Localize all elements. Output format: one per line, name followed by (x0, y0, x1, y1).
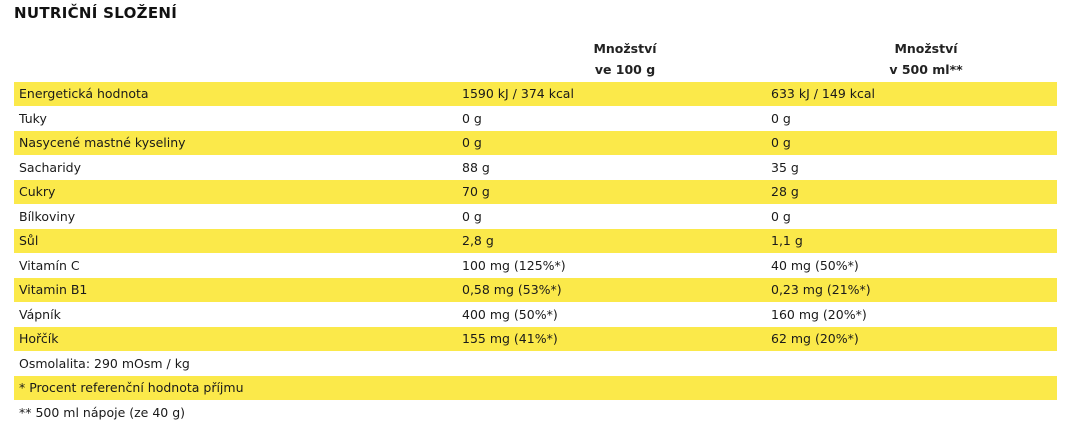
footnote-text: ** 500 ml nápoje (ze 40 g) (19, 404, 186, 420)
nutrient-name: Vápník (19, 306, 61, 322)
value-per-100g: 0 g (462, 135, 482, 150)
footnote-osmolality: Osmolalita: 290 mOsm / kg (14, 352, 1057, 376)
page-title: NUTRIČNÍ SLOŽENÍ (14, 4, 178, 22)
value-per-500ml: 35 g (771, 159, 799, 175)
table-row: Sacharidy 88 g 35 g (14, 156, 1057, 180)
value-per-100g: 2,8 g (462, 233, 494, 248)
value-per-100g: 1590 kJ / 374 kcal (462, 86, 574, 101)
table-row: Hořčík 155 mg (41%*) 62 mg (20%*) (14, 327, 1057, 351)
value-per-100g: 70 g (462, 184, 490, 199)
nutrient-name: Vitamín C (19, 257, 80, 273)
nutrient-name: Sacharidy (19, 159, 81, 175)
column-header-500ml-line1: Množství (894, 41, 958, 56)
nutrient-name: Sůl (19, 233, 39, 248)
nutrition-table: Množství ve 100 g Množství v 500 ml** En… (14, 38, 1057, 425)
table-row: Energetická hodnota 1590 kJ / 374 kcal 6… (14, 82, 1057, 106)
nutrient-name: Vitamin B1 (19, 282, 88, 297)
value-per-500ml: 0,23 mg (21%*) (771, 282, 871, 297)
table-row: Sůl 2,8 g 1,1 g (14, 229, 1057, 253)
nutrient-name: Cukry (19, 184, 56, 199)
value-per-500ml: 0 g (771, 110, 791, 126)
value-per-500ml: 633 kJ / 149 kcal (771, 86, 875, 101)
value-per-100g: 155 mg (41%*) (462, 331, 558, 346)
table-row: Bílkoviny 0 g 0 g (14, 205, 1057, 229)
table-row: Vápník 400 mg (50%*) 160 mg (20%*) (14, 303, 1057, 327)
table-row: Tuky 0 g 0 g (14, 107, 1057, 131)
column-header-500ml-line2: v 500 ml** (889, 62, 963, 77)
nutrient-name: Bílkoviny (19, 208, 76, 224)
footnote-reference-intake: * Procent referenční hodnota příjmu (14, 376, 1057, 400)
column-header-100g-line2: ve 100 g (594, 62, 656, 77)
column-header-100g-line1: Množství (593, 41, 657, 56)
value-per-500ml: 1,1 g (771, 233, 803, 248)
footnote-text: * Procent referenční hodnota příjmu (19, 380, 244, 395)
nutrient-name: Energetická hodnota (19, 86, 149, 101)
value-per-500ml: 62 mg (20%*) (771, 331, 859, 346)
value-per-100g: 0 g (462, 208, 482, 224)
footnote-serving: ** 500 ml nápoje (ze 40 g) (14, 401, 1057, 425)
value-per-500ml: 0 g (771, 135, 791, 150)
value-per-100g: 100 mg (125%*) (462, 257, 566, 273)
nutrient-name: Nasycené mastné kyseliny (19, 135, 186, 150)
value-per-500ml: 160 mg (20%*) (771, 306, 867, 322)
value-per-100g: 0 g (462, 110, 482, 126)
nutrient-name: Tuky (19, 110, 47, 126)
table-header: Množství ve 100 g Množství v 500 ml** (14, 38, 1057, 82)
table-row: Vitamín C 100 mg (125%*) 40 mg (50%*) (14, 254, 1057, 278)
nutrient-name: Hořčík (19, 331, 59, 346)
value-per-100g: 88 g (462, 159, 490, 175)
value-per-100g: 0,58 mg (53%*) (462, 282, 562, 297)
column-header-500ml: Množství v 500 ml** (826, 38, 1026, 80)
value-per-500ml: 0 g (771, 208, 791, 224)
value-per-100g: 400 mg (50%*) (462, 306, 558, 322)
footnote-text: Osmolalita: 290 mOsm / kg (19, 355, 190, 371)
value-per-500ml: 28 g (771, 184, 799, 199)
column-header-100g: Množství ve 100 g (525, 38, 725, 80)
value-per-500ml: 40 mg (50%*) (771, 257, 859, 273)
table-row: Cukry 70 g 28 g (14, 180, 1057, 204)
table-row: Nasycené mastné kyseliny 0 g 0 g (14, 131, 1057, 155)
table-row: Vitamin B1 0,58 mg (53%*) 0,23 mg (21%*) (14, 278, 1057, 302)
